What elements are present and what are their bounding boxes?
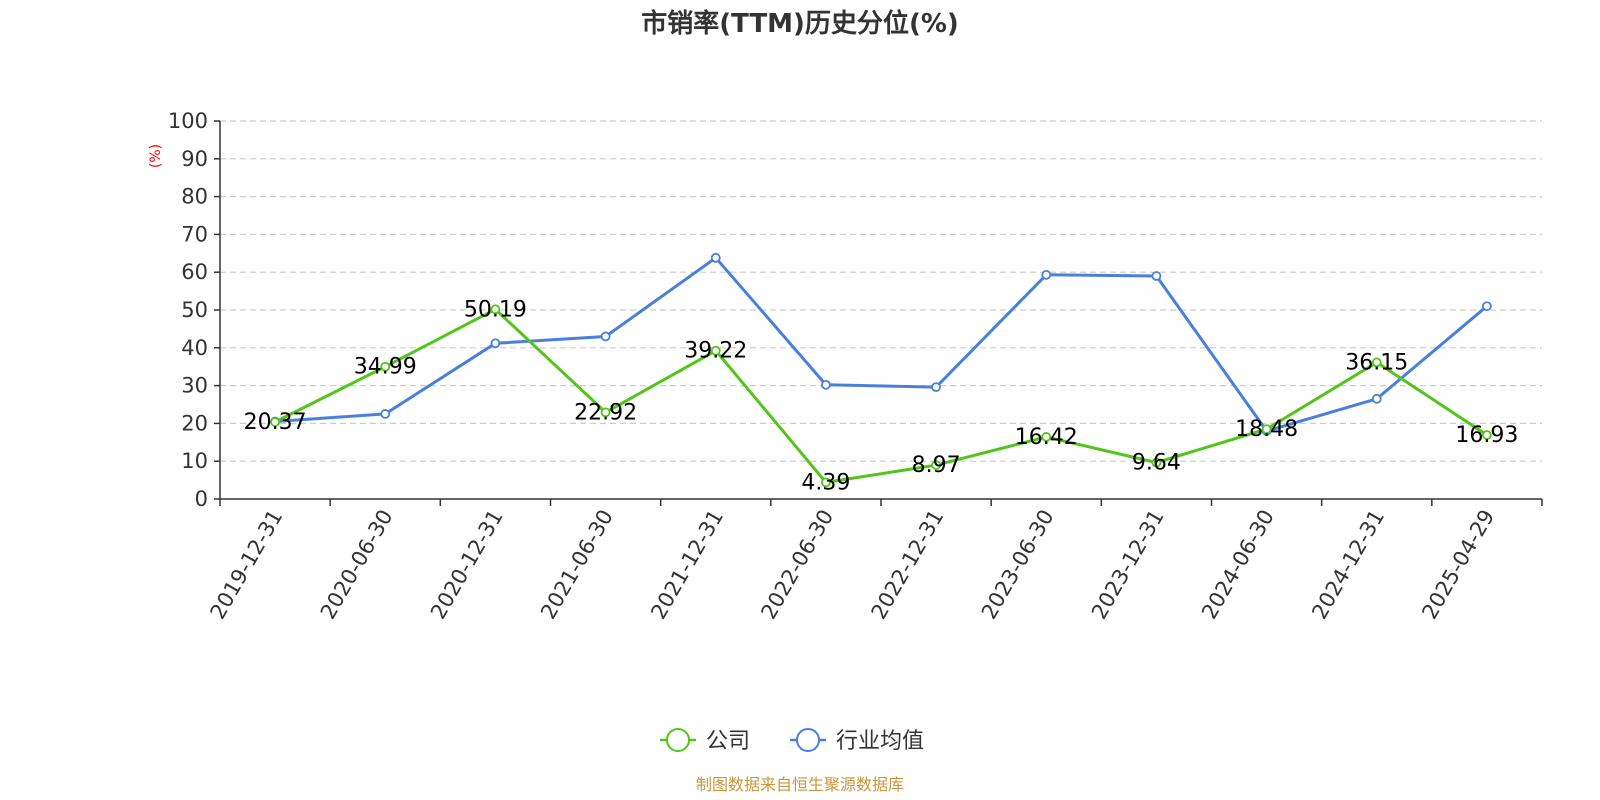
data-label: 9.64 bbox=[1132, 451, 1181, 476]
x-tick-label: 2022-06-30 bbox=[756, 506, 838, 624]
data-label: 34.99 bbox=[354, 355, 417, 380]
data-point bbox=[931, 460, 941, 470]
data-point bbox=[710, 252, 721, 263]
y-tick-label: 0 bbox=[195, 487, 208, 511]
data-label: 16.93 bbox=[1455, 423, 1518, 448]
data-label: 16.42 bbox=[1015, 425, 1078, 450]
x-tick-label: 2020-06-30 bbox=[316, 506, 398, 624]
x-tick-label: 2021-06-30 bbox=[536, 506, 618, 624]
x-tick-label: 2020-12-31 bbox=[426, 506, 508, 624]
y-tick-label: 10 bbox=[181, 449, 208, 473]
data-point bbox=[380, 409, 391, 419]
x-tick-label: 2019-12-31 bbox=[206, 506, 288, 624]
x-tick-label: 2024-06-30 bbox=[1197, 506, 1279, 624]
y-tick-label: 100 bbox=[168, 109, 208, 133]
data-point bbox=[1371, 393, 1382, 404]
data-point bbox=[710, 345, 721, 356]
data-label: 39.22 bbox=[684, 339, 747, 364]
legend-marker[interactable] bbox=[666, 728, 690, 752]
series-lines bbox=[270, 252, 1492, 488]
legend-marker[interactable] bbox=[796, 728, 820, 752]
data-label: 20.37 bbox=[244, 410, 307, 435]
x-tick-label: 2025-04-29 bbox=[1417, 506, 1499, 624]
data-point bbox=[600, 331, 611, 342]
legend-label[interactable]: 行业均值 bbox=[836, 729, 924, 754]
y-tick-label: 80 bbox=[181, 185, 208, 209]
source-note: 制图数据来自恒生聚源数据库 bbox=[696, 775, 904, 794]
legend-label[interactable]: 公司 bbox=[706, 729, 750, 754]
data-point bbox=[490, 304, 501, 315]
x-tick-label: 2021-12-31 bbox=[646, 506, 728, 624]
data-label: 4.39 bbox=[801, 470, 850, 495]
data-label: 36.15 bbox=[1345, 350, 1408, 375]
data-label: 18.48 bbox=[1235, 417, 1298, 442]
data-point bbox=[270, 417, 280, 427]
data-point bbox=[1371, 357, 1382, 368]
y-tick-label: 50 bbox=[181, 298, 208, 322]
y-tick-label: 30 bbox=[181, 374, 208, 398]
data-point bbox=[1041, 432, 1052, 442]
data-label: 22.92 bbox=[574, 400, 637, 425]
legend[interactable]: 公司 行业均值 bbox=[660, 728, 924, 754]
data-point bbox=[1482, 430, 1492, 440]
data-label: 8.97 bbox=[912, 453, 961, 478]
x-tick-label: 2023-12-31 bbox=[1087, 506, 1169, 624]
series-line bbox=[274, 256, 1488, 433]
data-point bbox=[1151, 457, 1162, 468]
y-tick-label: 90 bbox=[181, 147, 208, 171]
data-point bbox=[1261, 424, 1272, 435]
data-labels: 20.37 34.99 50.19 22.92 39.22 4.39 8.97 16.42 9.… bbox=[244, 297, 1519, 495]
x-tick-label: 2022-12-31 bbox=[867, 506, 949, 624]
grid-lines bbox=[220, 120, 1542, 462]
data-point bbox=[600, 407, 611, 418]
y-tick-label: 40 bbox=[181, 336, 208, 360]
chart-title: 市销率(TTM)历史分位(%) bbox=[641, 8, 959, 39]
data-point bbox=[1482, 301, 1492, 312]
data-point bbox=[931, 382, 941, 393]
data-point bbox=[821, 477, 831, 488]
y-axis-label: (%) bbox=[148, 144, 164, 168]
x-tick-label: 2023-06-30 bbox=[977, 506, 1059, 624]
y-tick-label: 20 bbox=[181, 411, 208, 435]
data-point bbox=[380, 361, 391, 372]
y-tick-label: 70 bbox=[181, 222, 208, 246]
y-tick-label: 60 bbox=[181, 260, 208, 284]
x-tick-label: 2024-12-31 bbox=[1307, 506, 1389, 624]
series-line bbox=[274, 307, 1488, 484]
data-point bbox=[1041, 269, 1052, 280]
data-label: 50.19 bbox=[464, 297, 527, 322]
data-point bbox=[1151, 271, 1162, 281]
data-point bbox=[490, 338, 501, 349]
data-point bbox=[821, 379, 831, 390]
